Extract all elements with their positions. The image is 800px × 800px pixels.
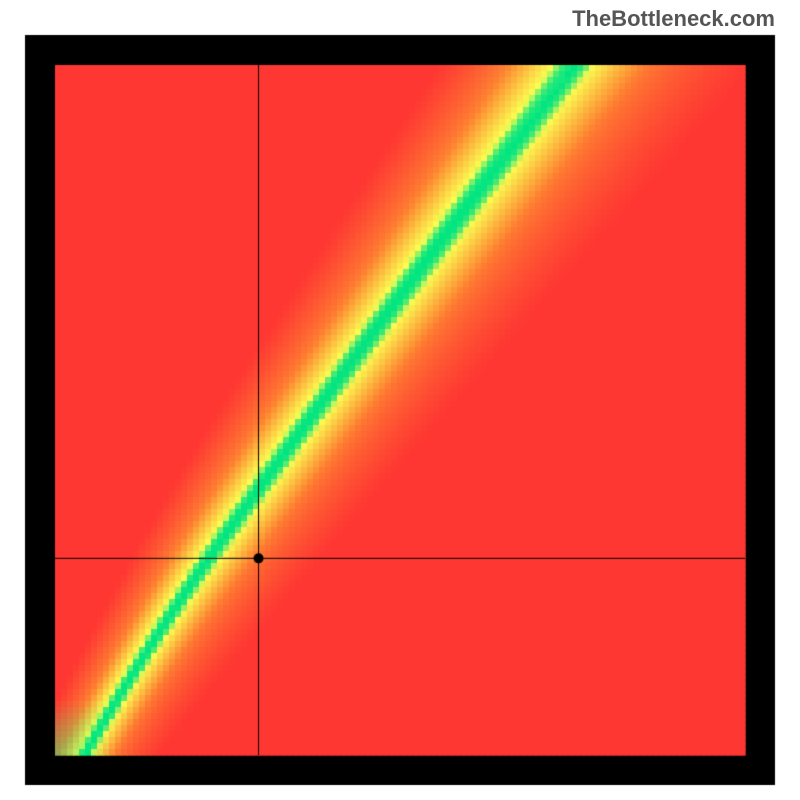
watermark-text: TheBottleneck.com (572, 6, 775, 32)
heatmap-canvas (0, 0, 800, 800)
chart-container: TheBottleneck.com (0, 0, 800, 800)
